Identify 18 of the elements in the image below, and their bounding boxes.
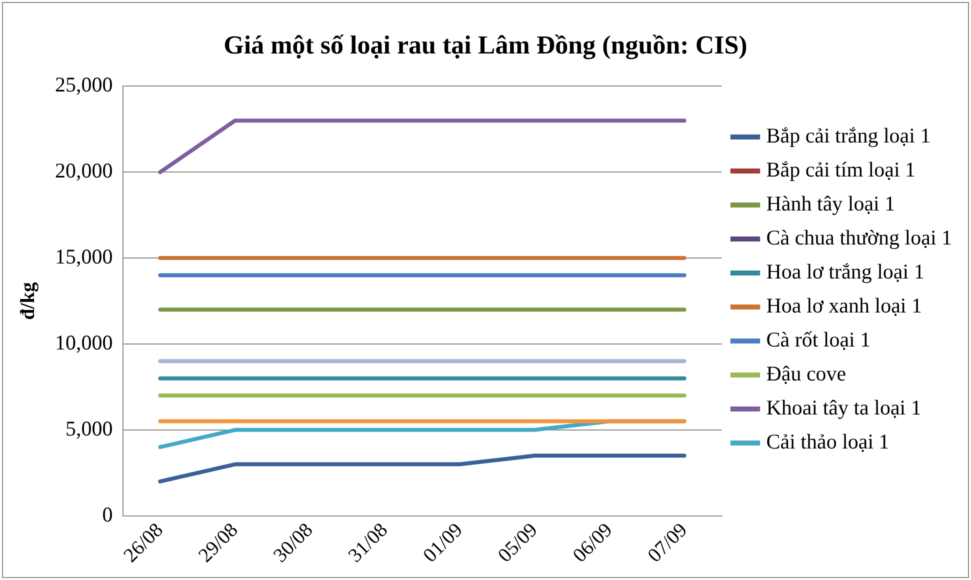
- legend-label: Hoa lơ trắng loại 1: [766, 260, 924, 284]
- y-tick-label: 20,000: [55, 158, 113, 183]
- y-tick-label: 10,000: [55, 330, 113, 354]
- y-axis-title: đ/kg: [17, 282, 40, 320]
- chart-title: Giá một số loại rau tại Lâm Đồng (nguồn: CIS): [224, 30, 748, 60]
- legend-label: Khoai tây ta loại 1: [766, 396, 922, 420]
- y-tick-label: 5,000: [66, 416, 113, 440]
- legend-label: Hoa lơ xanh loại 1: [766, 294, 922, 318]
- legend-label: Đậu cove: [766, 362, 846, 386]
- legend-label: Bắp cải trắng loại 1: [766, 124, 931, 148]
- y-tick-label: 0: [102, 502, 113, 526]
- legend-label: Cải thảo loại 1: [766, 430, 890, 454]
- y-tick-label: 25,000: [55, 72, 113, 97]
- legend-label: Bắp cải tím loại 1: [766, 158, 916, 182]
- legend-label: Cà chua thường loại 1: [766, 226, 952, 250]
- legend-label: Cà rốt loại 1: [766, 328, 871, 352]
- y-tick-label: 15,000: [55, 244, 113, 269]
- legend-label: Hành tây loại 1: [766, 192, 896, 216]
